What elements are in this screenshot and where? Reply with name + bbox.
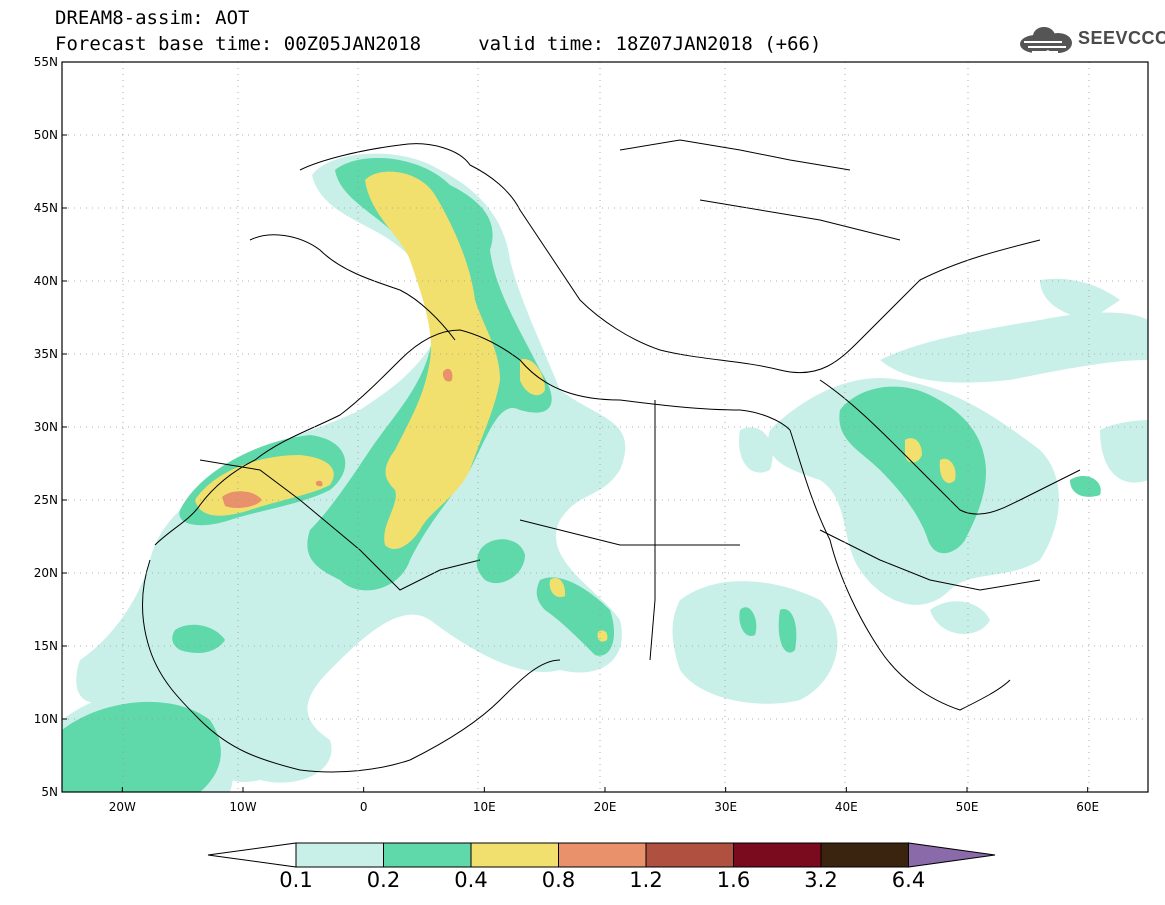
cloud-icon bbox=[1020, 27, 1072, 53]
lat-label: 20N bbox=[34, 566, 58, 580]
colorbar-over-arrow bbox=[908, 842, 996, 868]
colorbar-segment bbox=[383, 842, 472, 868]
lon-label: 10E bbox=[473, 800, 496, 814]
lat-label: 5N bbox=[41, 785, 58, 799]
colorbar-segment bbox=[820, 842, 909, 868]
lon-label: 20E bbox=[594, 800, 617, 814]
colorbar-segment bbox=[470, 842, 559, 868]
lon-label: 50E bbox=[956, 800, 979, 814]
aot-shading bbox=[62, 153, 1148, 792]
colorbar-level-label: 0.1 bbox=[279, 868, 313, 892]
lat-label: 10N bbox=[34, 712, 58, 726]
colorbar-level-label: 0.8 bbox=[541, 868, 576, 892]
lat-label: 55N bbox=[34, 55, 58, 69]
colorbar-segment bbox=[558, 842, 647, 868]
lat-label: 30N bbox=[34, 420, 58, 434]
colorbar-segment bbox=[295, 842, 384, 868]
lon-label: 40E bbox=[835, 800, 858, 814]
logo-text: SEEVCCC bbox=[1078, 28, 1165, 48]
lon-label: 0 bbox=[360, 800, 368, 814]
colorbar-segment bbox=[645, 842, 734, 868]
coastlines bbox=[142, 139, 1081, 773]
map-title: DREAM8-assim: AOT bbox=[55, 7, 250, 29]
colorbar-level-label: 0.2 bbox=[366, 868, 401, 892]
colorbar bbox=[207, 842, 996, 868]
colorbar-level-label: 1.2 bbox=[629, 868, 663, 892]
lon-label: 60E bbox=[1076, 800, 1099, 814]
lat-label: 40N bbox=[34, 274, 58, 288]
lat-label: 15N bbox=[34, 639, 58, 653]
colorbar-level-label: 3.2 bbox=[804, 868, 838, 892]
lat-label: 25N bbox=[34, 493, 58, 507]
colorbar-level-label: 0.4 bbox=[454, 868, 488, 892]
lat-label: 50N bbox=[34, 128, 58, 142]
lat-label: 45N bbox=[34, 201, 58, 215]
colorbar-level-label: 6.4 bbox=[891, 868, 926, 892]
lat-label: 35N bbox=[34, 347, 58, 361]
colorbar-segment bbox=[733, 842, 822, 868]
colorbar-under-arrow bbox=[207, 842, 297, 868]
grid bbox=[62, 62, 1148, 792]
forecast-times: Forecast base time: 00Z05JAN2018 valid t… bbox=[55, 33, 822, 55]
longitude-labels: 20W 10W 0 10E 20E 30E 40E 50E 60E bbox=[109, 787, 1099, 814]
lon-label: 10W bbox=[229, 800, 256, 814]
latitude-labels: 55N 50N 45N 40N 35N 30N 25N 20N 15N 10N 5N bbox=[34, 55, 67, 799]
lon-label: 30E bbox=[714, 800, 737, 814]
colorbar-level-label: 1.6 bbox=[716, 868, 751, 892]
lon-label: 20W bbox=[109, 800, 136, 814]
